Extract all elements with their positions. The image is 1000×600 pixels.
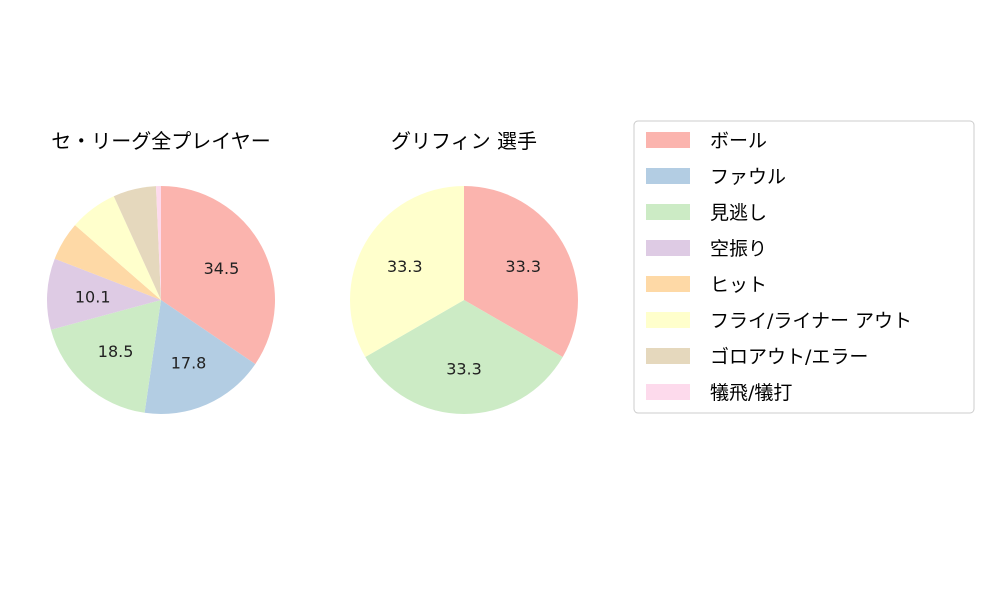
pie-0-slice-3-label: 10.1 — [75, 287, 111, 306]
pie-1-slice-0 — [464, 186, 578, 357]
legend-frame — [633, 120, 975, 414]
pie-1-slice-2-label: 33.3 — [446, 359, 482, 378]
legend-label-3: 空振り — [710, 238, 767, 260]
legend-label-7: 犠飛/犠打 — [710, 382, 792, 404]
pie-0-slice-2-label: 18.5 — [98, 342, 134, 361]
legend-label-0: ボール — [710, 130, 767, 152]
legend-swatch-6 — [646, 348, 690, 364]
legend-label-6: ゴロアウト/エラー — [710, 346, 868, 368]
pie-0-slice-4 — [54, 225, 161, 300]
pie-0-slice-3 — [46, 258, 161, 330]
pie-1-slice-0-label: 33.3 — [505, 257, 541, 276]
legend-label-1: ファウル — [710, 166, 786, 188]
legend-label-4: ヒット — [710, 274, 767, 296]
pie-title-league: セ・リーグ全プレイヤー — [51, 129, 270, 153]
pie-0-slice-2 — [50, 300, 161, 413]
pie-0-slice-1-label: 17.8 — [171, 354, 207, 373]
pie-0-slice-1 — [144, 300, 256, 414]
legend-swatch-3 — [646, 240, 690, 256]
legend-swatch-5 — [646, 312, 690, 328]
legend-label-5: フライ/ライナー アウト — [710, 310, 912, 332]
pie-0-slice-6 — [113, 186, 161, 300]
legend-swatch-2 — [646, 204, 690, 220]
pie-1-slice-5-label: 33.3 — [387, 257, 423, 276]
pie-chart-player: グリフィン 選手 33.3 33.3 33.3 — [349, 129, 578, 414]
pie-0-slice-7 — [155, 186, 161, 300]
pie-1-slice-5 — [349, 186, 464, 357]
pie-0-slice-0-label: 34.5 — [204, 259, 240, 278]
legend-swatch-0 — [646, 132, 690, 148]
pie-chart-league: セ・リーグ全プレイヤー 34.5 17.8 18.5 10.1 — [46, 129, 275, 414]
legend-label-2: 見逃し — [710, 202, 767, 224]
pie-0-slice-0 — [161, 186, 275, 365]
legend-swatch-1 — [646, 168, 690, 184]
legend-swatch-4 — [646, 276, 690, 292]
pie-title-player: グリフィン 選手 — [391, 129, 537, 153]
legend-swatch-7 — [646, 384, 690, 400]
pie-0-slice-5 — [75, 196, 161, 300]
pie-1-slice-2 — [365, 300, 563, 414]
